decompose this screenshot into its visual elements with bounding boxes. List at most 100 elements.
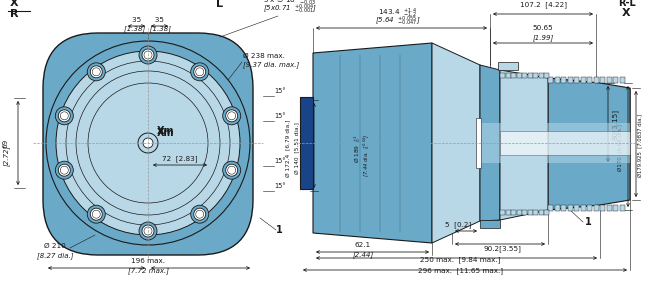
Text: [9.37 dia. max.]: [9.37 dia. max.] <box>243 61 299 68</box>
Text: Ø170  [6.69 dia.]: Ø170 [6.69 dia.] <box>618 125 623 171</box>
Text: Xm: Xm <box>157 128 175 138</box>
Bar <box>516 73 522 78</box>
Circle shape <box>46 41 250 245</box>
Bar <box>516 210 522 215</box>
Text: Ø 189  $^{+1}_{0}$: Ø 189 $^{+1}_{0}$ <box>353 134 364 162</box>
Bar <box>568 77 572 83</box>
Text: X: X <box>10 0 19 8</box>
Text: [1.99]: [1.99] <box>533 34 553 41</box>
Bar <box>533 210 538 215</box>
Bar <box>587 77 592 83</box>
Bar <box>527 73 533 78</box>
Text: [7.72 max.]: [7.72 max.] <box>128 267 168 274</box>
Bar <box>607 77 612 83</box>
Text: 92.8 ±0.1: 92.8 ±0.1 <box>305 128 310 158</box>
Circle shape <box>142 49 154 61</box>
Bar <box>538 210 544 215</box>
Text: 62.1: 62.1 <box>355 242 371 248</box>
Text: 15°: 15° <box>274 183 286 189</box>
Text: 250 max.  [9.84 max.]: 250 max. [9.84 max.] <box>420 256 500 263</box>
Polygon shape <box>480 65 500 221</box>
Bar <box>533 73 538 78</box>
Bar <box>581 205 586 211</box>
Text: 107.2  [4.22]: 107.2 [4.22] <box>520 1 566 8</box>
Circle shape <box>58 164 70 176</box>
Circle shape <box>223 107 240 125</box>
Circle shape <box>194 208 205 220</box>
Text: R: R <box>10 9 19 19</box>
Text: [2.44]: [2.44] <box>353 251 374 258</box>
Circle shape <box>56 51 240 235</box>
Text: 1: 1 <box>585 217 592 227</box>
Text: 69: 69 <box>3 138 9 148</box>
Text: Ø179.925  [7.0837 dia.]: Ø179.925 [7.0837 dia.] <box>638 114 643 176</box>
Text: 5  [0.2]: 5 [0.2] <box>445 221 471 228</box>
Circle shape <box>55 107 73 125</box>
Circle shape <box>90 66 102 78</box>
Bar <box>522 73 527 78</box>
Circle shape <box>139 222 157 240</box>
Bar <box>511 73 516 78</box>
Circle shape <box>90 208 102 220</box>
Circle shape <box>58 110 70 122</box>
Circle shape <box>138 133 158 153</box>
Bar <box>555 205 559 211</box>
Circle shape <box>226 164 238 176</box>
Polygon shape <box>432 43 480 243</box>
Bar <box>561 205 566 211</box>
Circle shape <box>87 205 105 223</box>
Bar <box>548 205 553 211</box>
Bar <box>568 205 572 211</box>
Bar <box>538 73 544 78</box>
Bar <box>480 123 630 163</box>
Bar <box>581 77 586 83</box>
Bar <box>544 210 549 215</box>
Text: 196 max.: 196 max. <box>131 258 165 264</box>
Bar <box>544 73 549 78</box>
Bar <box>505 210 511 215</box>
FancyBboxPatch shape <box>43 33 253 255</box>
Bar <box>594 77 599 83</box>
Text: Ø 140  [5.51 dia.]: Ø 140 [5.51 dia.] <box>294 122 299 174</box>
Text: L: L <box>216 0 223 9</box>
Polygon shape <box>500 70 548 220</box>
Bar <box>600 205 605 211</box>
Text: 22: 22 <box>491 178 500 184</box>
Circle shape <box>223 161 240 179</box>
Circle shape <box>191 205 209 223</box>
Bar <box>607 205 612 211</box>
Bar <box>548 77 553 83</box>
Bar <box>500 131 630 155</box>
Text: [5x0.71  $^{+0.004}_{-0.001}$]: [5x0.71 $^{+0.004}_{-0.001}$] <box>263 3 317 17</box>
Text: 15°: 15° <box>274 88 286 94</box>
Polygon shape <box>313 43 432 243</box>
Circle shape <box>191 63 209 81</box>
Bar <box>505 73 511 78</box>
Text: 15°: 15° <box>274 158 286 164</box>
Text: 35      35: 35 35 <box>132 17 164 23</box>
Circle shape <box>139 46 157 64</box>
Text: X: X <box>622 8 631 18</box>
Text: 80[3.15]: 80[3.15] <box>612 108 619 140</box>
Bar <box>522 210 527 215</box>
Text: [2.72]: [2.72] <box>3 144 9 166</box>
Text: [5.64  $^{+0.055}_{-0.047}$]: [5.64 $^{+0.055}_{-0.047}$] <box>375 15 421 29</box>
Text: Ø 238 max.: Ø 238 max. <box>243 53 285 59</box>
Text: 15°: 15° <box>274 113 286 119</box>
Text: [3.65 ±0.004]: [3.65 ±0.004] <box>305 136 310 174</box>
Bar <box>619 205 625 211</box>
Bar <box>561 77 566 83</box>
Bar <box>500 210 505 215</box>
Bar <box>498 62 518 70</box>
Circle shape <box>226 110 238 122</box>
Bar <box>476 118 481 168</box>
Text: Ø 210: Ø 210 <box>44 243 66 249</box>
Text: 72  [2.83]: 72 [2.83] <box>162 156 198 162</box>
Text: [7.44 dia.  $^{+0.04}_{0}$]: [7.44 dia. $^{+0.04}_{0}$] <box>362 133 373 177</box>
Text: Xm: Xm <box>157 126 175 136</box>
Text: [0.87]: [0.87] <box>484 187 505 194</box>
Text: [8.27 dia.]: [8.27 dia.] <box>37 252 73 259</box>
Text: 5 x $\varnothing$ 18  $^{+0.1}_{-0.03}$: 5 x $\varnothing$ 18 $^{+0.1}_{-0.03}$ <box>264 0 316 7</box>
Text: 90.2[3.55]: 90.2[3.55] <box>483 245 521 252</box>
Circle shape <box>87 63 105 81</box>
